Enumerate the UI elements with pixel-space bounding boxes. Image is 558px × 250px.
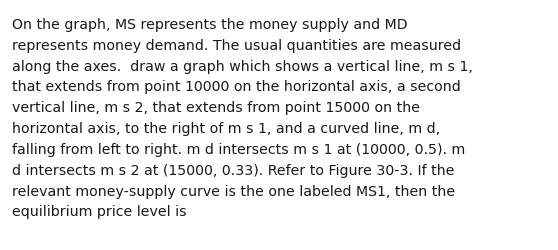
Text: On the graph, MS represents the money supply and MD
represents money demand. The: On the graph, MS represents the money su…: [12, 18, 473, 218]
